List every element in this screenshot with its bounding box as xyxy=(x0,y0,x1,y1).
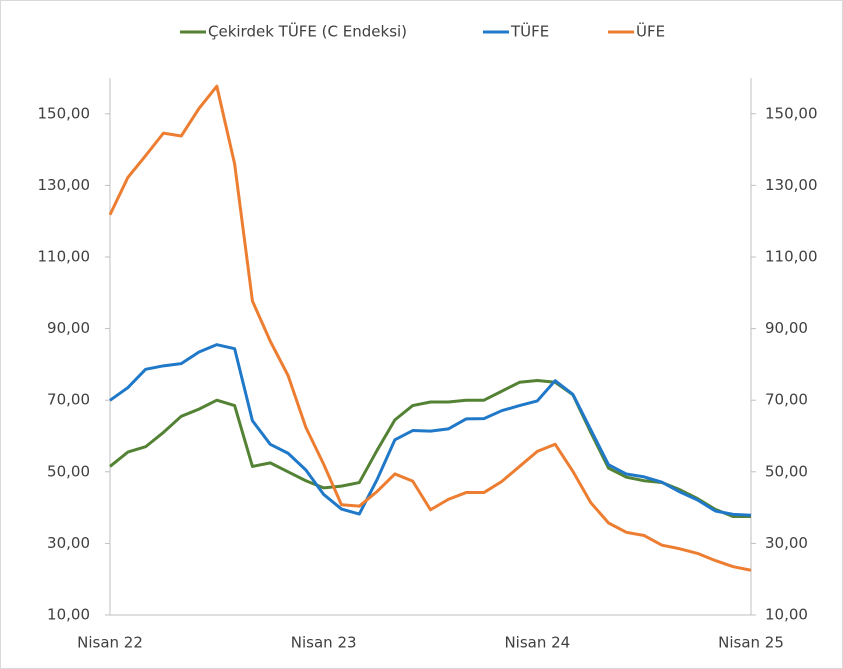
legend-label: Çekirdek TÜFE (C Endeksi) xyxy=(208,22,407,41)
y2-tick-label: 50,00 xyxy=(765,462,808,480)
y-tick-label: 150,00 xyxy=(38,104,91,122)
y2-tick-label: 90,00 xyxy=(765,319,808,337)
y2-tick-label: 70,00 xyxy=(765,391,808,409)
legend-label: ÜFE xyxy=(636,22,665,41)
y-tick-label: 110,00 xyxy=(38,248,91,266)
y-tick-label: 70,00 xyxy=(47,391,90,409)
y-tick-label: 10,00 xyxy=(47,606,90,624)
y2-tick-label: 30,00 xyxy=(765,534,808,552)
y-tick-label: 90,00 xyxy=(47,319,90,337)
series-line xyxy=(108,84,752,572)
y2-tick-label: 110,00 xyxy=(765,248,818,266)
y-tick-label: 130,00 xyxy=(38,176,91,194)
y-tick-label: 50,00 xyxy=(47,462,90,480)
y2-tick-label: 10,00 xyxy=(765,606,808,624)
x-tick-label: Nisan 24 xyxy=(504,634,570,652)
x-tick-label: Nisan 23 xyxy=(291,634,357,652)
x-tick-label: Nisan 22 xyxy=(77,634,143,652)
series-line xyxy=(109,343,752,517)
x-tick-label: Nisan 25 xyxy=(718,634,784,652)
legend-label: TÜFE xyxy=(510,22,549,41)
y-tick-label: 30,00 xyxy=(47,534,90,552)
series-line xyxy=(109,379,751,519)
y2-tick-label: 150,00 xyxy=(765,104,818,122)
y2-tick-label: 130,00 xyxy=(765,176,818,194)
